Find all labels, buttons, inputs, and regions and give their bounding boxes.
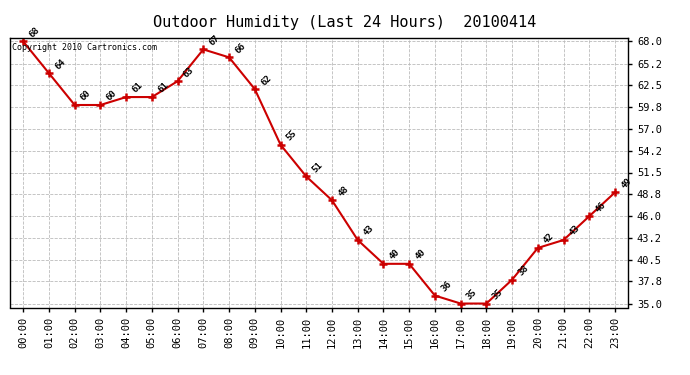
- Text: 64: 64: [53, 57, 67, 71]
- Text: 66: 66: [233, 41, 247, 55]
- Text: 35: 35: [491, 287, 504, 302]
- Text: 48: 48: [336, 184, 350, 198]
- Text: 40: 40: [388, 248, 402, 262]
- Text: Outdoor Humidity (Last 24 Hours)  20100414: Outdoor Humidity (Last 24 Hours) 2010041…: [153, 15, 537, 30]
- Text: 51: 51: [310, 160, 324, 174]
- Text: Copyright 2010 Cartronics.com: Copyright 2010 Cartronics.com: [12, 43, 157, 52]
- Text: 62: 62: [259, 73, 273, 87]
- Text: 61: 61: [156, 81, 170, 95]
- Text: 67: 67: [208, 33, 221, 47]
- Text: 46: 46: [593, 200, 607, 214]
- Text: 68: 68: [28, 26, 41, 39]
- Text: 61: 61: [130, 81, 144, 95]
- Text: 38: 38: [516, 264, 530, 278]
- Text: 60: 60: [105, 89, 119, 103]
- Text: 36: 36: [439, 279, 453, 293]
- Text: 43: 43: [362, 224, 376, 238]
- Text: 60: 60: [79, 89, 93, 103]
- Text: 43: 43: [568, 224, 582, 238]
- Text: 40: 40: [413, 248, 427, 262]
- Text: 42: 42: [542, 232, 556, 246]
- Text: 55: 55: [285, 129, 299, 142]
- Text: 35: 35: [465, 287, 479, 302]
- Text: 63: 63: [181, 65, 196, 79]
- Text: 49: 49: [619, 176, 633, 190]
